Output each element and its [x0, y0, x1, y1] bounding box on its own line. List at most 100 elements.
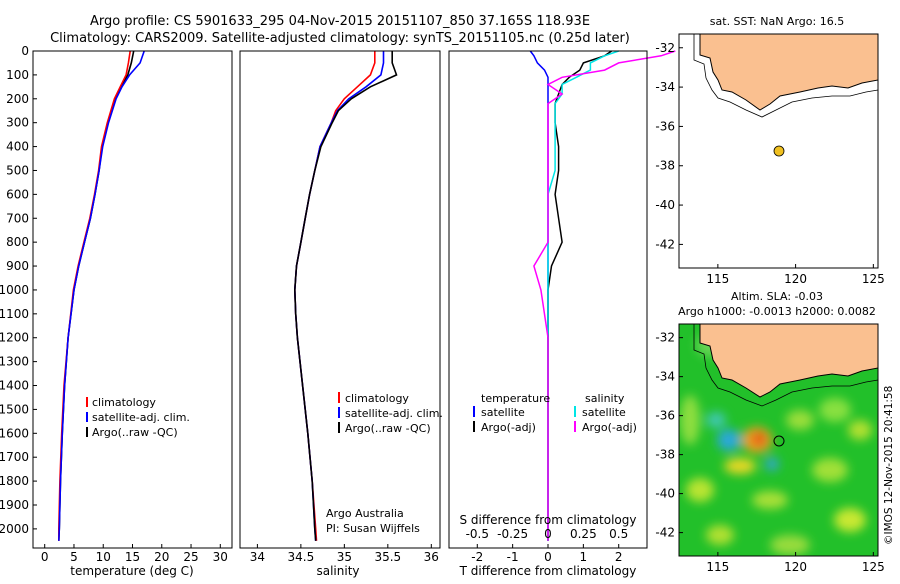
s-diff-tick-label: -0.25: [497, 527, 528, 541]
s-diff-tick-label: -0.5: [466, 527, 489, 541]
legend-salinity-title: salinity: [585, 392, 625, 405]
depth-tick-label: 2000: [0, 522, 29, 536]
sla-map-isobath: [693, 324, 879, 407]
temperature-tick-label: 5: [70, 550, 78, 564]
temperature-tick-label: 25: [183, 550, 198, 564]
sla-lat-axis: -32 -34 -36 -38 -40 -42: [655, 331, 683, 540]
credit-line1: Argo Australia: [326, 507, 404, 520]
lat-tick-label: -36: [655, 409, 675, 423]
t-diff-tick-label: -2: [471, 550, 483, 564]
lat-tick-label: -42: [655, 237, 675, 251]
lon-tick-label: 120: [784, 272, 807, 286]
sst-map-land: [699, 33, 879, 111]
t-difference-x-axis: -2 -1 0 1 2: [471, 544, 623, 564]
depth-tick-label: 1000: [0, 283, 29, 297]
temperature-legend: climatology satellite-adj. clim. Argo(..…: [86, 396, 190, 439]
temperature-tick-label: 30: [213, 550, 228, 564]
difference-panel: -2 -1 0 1 2 -0.5 -0.25 0 0.25 0.5 S difference f…: [448, 50, 676, 578]
sla-map-title2: Argo h1000: -0.0013 h2000: 0.0082: [678, 305, 876, 318]
legend-climatology-label: climatology: [345, 392, 409, 405]
depth-tick-label: 1500: [0, 402, 29, 416]
salinity-xlabel: salinity: [316, 564, 359, 578]
argo-salinity-line: [293, 51, 398, 541]
difference-plot-area: [529, 50, 676, 541]
depth-tick-label: 200: [6, 92, 29, 106]
salinity-panel: 34 34.5 35 35.5 36 salinity climatology sate…: [239, 50, 443, 578]
depth-tick-label: 0: [21, 44, 29, 58]
figure-title-line1: Argo profile: CS 5901633_295 04-Nov-2015…: [90, 14, 590, 29]
depth-axis: 0 100 200 300 400 500 600 700 800 900 1000 1100 1200…: [0, 44, 37, 536]
sst-map-frame: [678, 33, 879, 269]
depth-tick-label: 900: [6, 259, 29, 273]
sla-map-land: [699, 323, 879, 398]
depth-tick-label: 300: [6, 116, 29, 130]
lon-tick-label: 125: [862, 560, 885, 574]
legend-argo-label: Argo(..raw -QC): [92, 426, 178, 439]
sal-argo-diff-line: [533, 50, 676, 541]
sla-map: Altim. SLA: -0.03 Argo h1000: -0.0013 h2…: [655, 290, 884, 574]
legend-satellite-label: satellite-adj. clim.: [345, 407, 443, 420]
temperature-xlabel: temperature (deg C): [70, 564, 193, 578]
sla-map-title1: Altim. SLA: -0.03: [731, 290, 823, 303]
salinity-tick-label: 35: [337, 550, 352, 564]
sst-lon-axis: 115 120 125: [706, 264, 885, 286]
salinity-tick-label: 35.5: [374, 550, 401, 564]
lat-tick-label: -38: [655, 448, 675, 462]
depth-tick-label: 600: [6, 187, 29, 201]
lat-tick-label: -40: [655, 198, 675, 212]
sst-map: sat. SST: NaN Argo: 16.5 -32 -34 -36 -38 -40…: [655, 15, 884, 286]
lat-tick-label: -32: [655, 331, 675, 345]
legend-sal-argo-label: Argo(-adj): [582, 421, 637, 434]
temperature-tick-label: 15: [125, 550, 140, 564]
depth-tick-label: 700: [6, 211, 29, 225]
depth-tick-label: 1700: [0, 450, 29, 464]
depth-tick-label: 800: [6, 235, 29, 249]
salinity-tick-label: 34: [250, 550, 265, 564]
legend-climatology-label: climatology: [92, 396, 156, 409]
depth-tick-label: 1800: [0, 474, 29, 488]
sla-map-frame: [678, 323, 879, 557]
salinity-plot-area: [293, 51, 398, 541]
legend-temperature-title: temperature: [481, 392, 550, 405]
t-difference-xlabel: T difference from climatology: [459, 564, 637, 578]
sst-map-title: sat. SST: NaN Argo: 16.5: [710, 15, 844, 28]
legend-satellite-label: satellite-adj. clim.: [92, 411, 190, 424]
sst-map-isobath: [693, 34, 879, 118]
temperature-plot-area: [57, 50, 145, 541]
temperature-tick-label: 10: [96, 550, 111, 564]
argo-float-marker: [773, 145, 785, 157]
depth-tick-label: 1900: [0, 498, 29, 512]
legend-temp-satellite-label: satellite: [481, 406, 525, 419]
lat-tick-label: -36: [655, 119, 675, 133]
lat-tick-label: -38: [655, 159, 675, 173]
depth-tick-label: 400: [6, 140, 29, 154]
legend-temp-argo-label: Argo(-adj): [481, 421, 536, 434]
t-diff-tick-label: 0: [544, 550, 552, 564]
imos-watermark: ©IMOS 12-Nov-2015 20:41:58: [883, 386, 895, 545]
salinity-tick-label: 34.5: [288, 550, 315, 564]
sst-lat-axis: -32 -34 -36 -38 -40 -42: [655, 41, 683, 251]
t-diff-tick-label: -1: [507, 550, 519, 564]
depth-tick-label: 1300: [0, 355, 29, 369]
lon-tick-label: 120: [784, 560, 807, 574]
lon-tick-label: 115: [706, 560, 729, 574]
depth-tick-label: 1400: [0, 379, 29, 393]
temperature-tick-label: 20: [154, 550, 169, 564]
s-difference-xlabel: S difference from climatology: [460, 513, 637, 527]
depth-tick-label: 1100: [0, 307, 29, 321]
t-diff-tick-label: 2: [615, 550, 623, 564]
satellite-temperature-line: [58, 50, 145, 541]
salinity-tick-label: 36: [424, 550, 439, 564]
credit-line2: PI: Susan Wijffels: [326, 522, 420, 535]
legend-argo-label: Argo(..raw -QC): [345, 422, 431, 435]
salinity-legend: climatology satellite-adj. clim. Argo(..…: [338, 392, 443, 435]
depth-tick-label: 1600: [0, 426, 29, 440]
legend-sal-satellite-label: satellite: [582, 406, 626, 419]
lon-tick-label: 125: [862, 272, 885, 286]
s-difference-x-axis: -0.5 -0.25 0 0.25 0.5: [466, 527, 629, 541]
difference-legend: temperature salinity satellite Argo(-adj…: [473, 392, 637, 434]
lat-tick-label: -32: [655, 41, 675, 55]
sla-lon-axis: 115 120 125: [706, 552, 885, 574]
s-diff-tick-label: 0.5: [609, 527, 628, 541]
